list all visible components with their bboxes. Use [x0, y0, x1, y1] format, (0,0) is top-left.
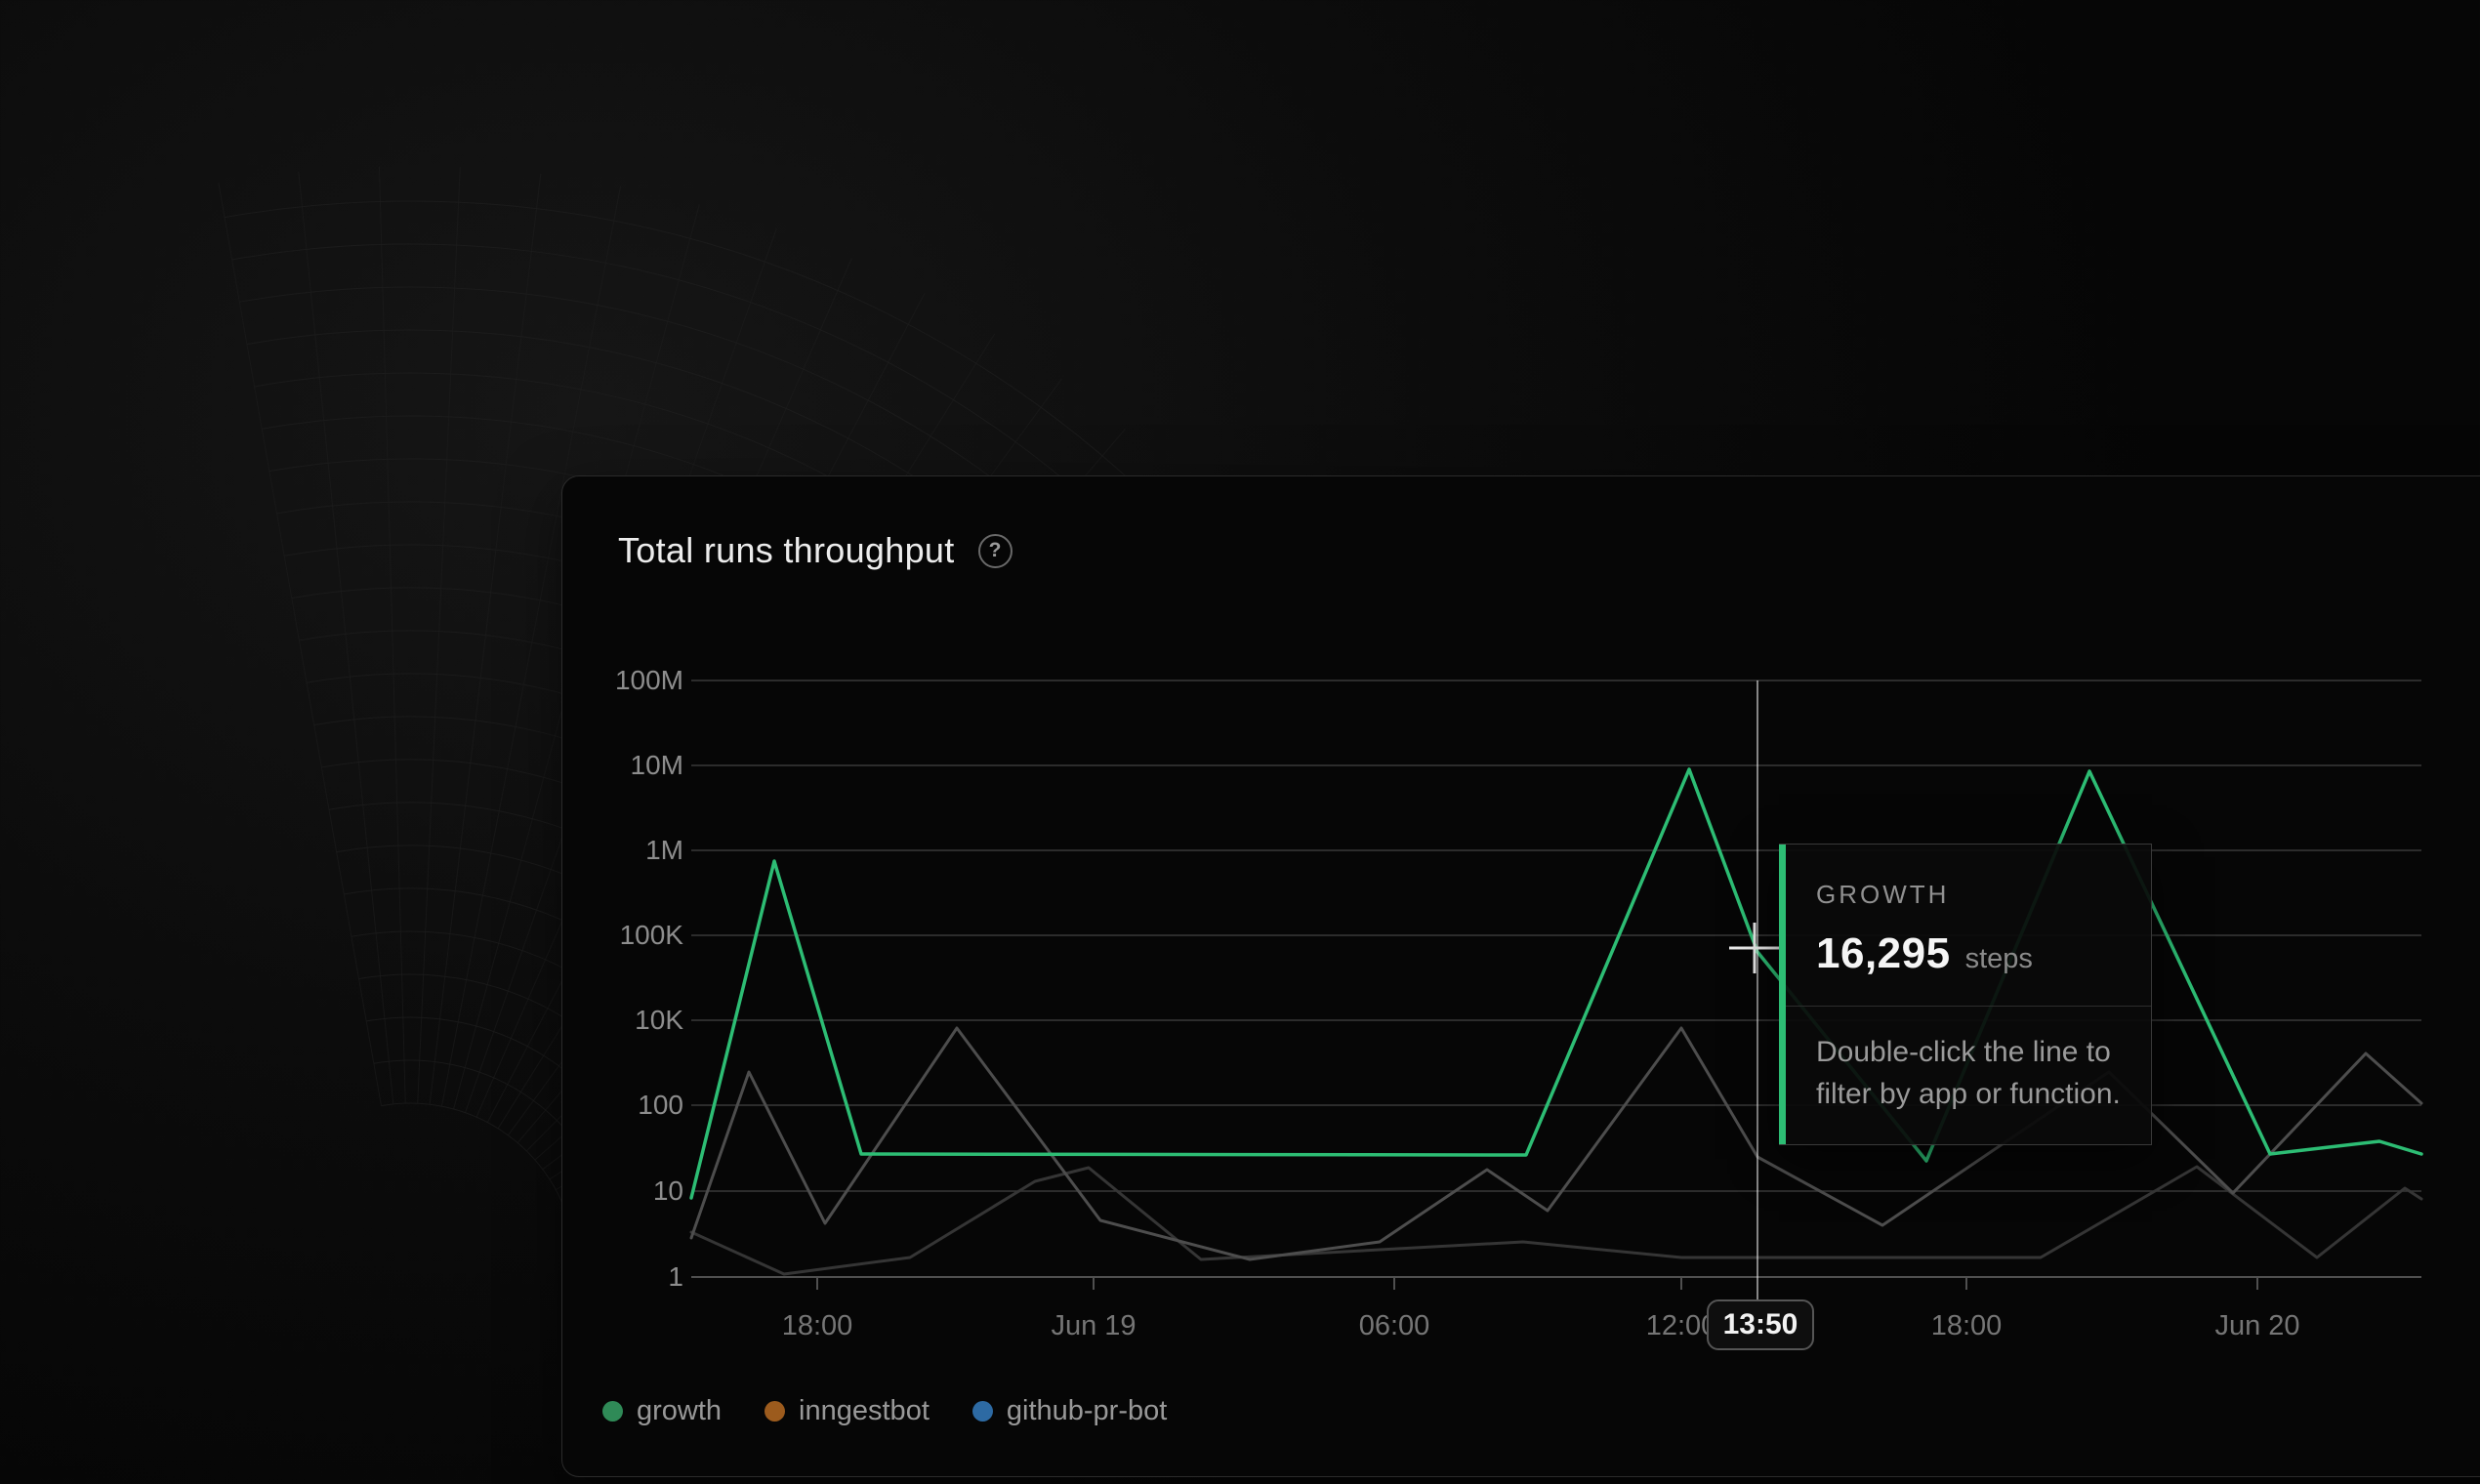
chart-legend: growth inngestbot github-pr-bot	[602, 1395, 1210, 1427]
x-axis-label: Jun 20	[2214, 1310, 2300, 1341]
legend-dot-icon	[765, 1401, 786, 1422]
tooltip-hint-text: Double-click the line to filter by app o…	[1816, 1036, 2121, 1110]
legend-label: inngestbot	[799, 1395, 930, 1426]
legend-dot-icon	[971, 1401, 993, 1422]
help-icon[interactable]: ?	[977, 533, 1013, 568]
y-axis-label: 1M	[645, 835, 683, 865]
y-axis-label: 100	[638, 1090, 683, 1120]
card-header: Total runs throughput ?	[618, 530, 1013, 571]
y-axis-label: 100M	[614, 665, 683, 695]
legend-item-growth[interactable]: growth	[602, 1395, 722, 1427]
legend-dot-icon	[602, 1401, 623, 1422]
y-axis-label: 100K	[619, 920, 683, 950]
y-axis-label: 10	[652, 1175, 683, 1206]
legend-item-github-pr-bot[interactable]: github-pr-bot	[971, 1395, 1168, 1427]
crosshair-time-label: 13:50	[1722, 1308, 1798, 1340]
x-axis-label: 18:00	[1930, 1310, 2003, 1341]
x-axis-label: 12:00	[1645, 1310, 1717, 1341]
x-axis-label: 18:00	[781, 1310, 853, 1341]
tooltip-value: 16,295	[1816, 929, 1951, 977]
question-mark-glyph: ?	[988, 539, 1002, 561]
tooltip-value-row: 16,295 steps	[1816, 929, 2122, 978]
series-line-growth[interactable]	[689, 767, 2423, 1200]
legend-label: github-pr-bot	[1006, 1395, 1168, 1426]
series-line-inngestbot[interactable]	[689, 1026, 2423, 1261]
legend-label: growth	[637, 1395, 723, 1426]
tooltip-unit: steps	[1964, 943, 2033, 974]
card-title: Total runs throughput	[618, 530, 955, 570]
y-axis-label: 1	[668, 1261, 683, 1292]
series-line-github-pr-bot[interactable]	[689, 1165, 2423, 1276]
chart-tooltip: GROWTH 16,295 steps Double-click the lin…	[1779, 844, 2152, 1146]
tooltip-divider	[1779, 1006, 2151, 1007]
x-axis-label: 06:00	[1358, 1310, 1430, 1341]
tooltip-value-section: GROWTH 16,295 steps	[1779, 845, 2151, 1006]
y-axis-label: 10K	[635, 1005, 683, 1035]
legend-item-inngestbot[interactable]: inngestbot	[765, 1395, 930, 1427]
x-axis-label: Jun 19	[1051, 1310, 1137, 1341]
y-axis-label: 10M	[630, 750, 683, 780]
crosshair-time-badge: 13:50	[1707, 1299, 1814, 1350]
tooltip-series-name: GROWTH	[1816, 880, 1950, 909]
tooltip-series-accent-bar	[1779, 845, 1786, 1145]
